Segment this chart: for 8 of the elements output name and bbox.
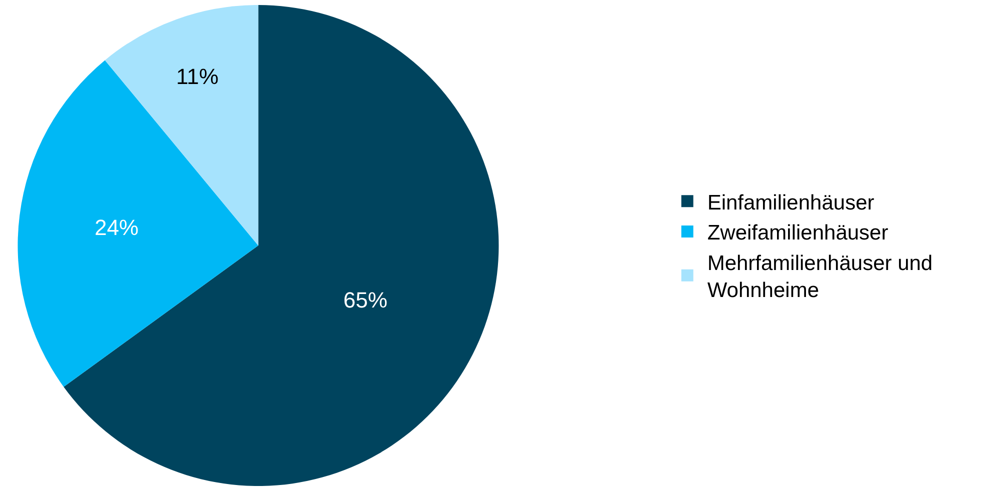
data-label: 65% [343, 288, 388, 313]
pie-slice [18, 60, 258, 387]
pie-slice [64, 5, 499, 486]
data-label: 24% [94, 215, 139, 240]
legend-label: Einfamilienhäuser [707, 191, 874, 214]
data-label: 11% [176, 64, 219, 89]
legend-label: Mehrfamilienhäuser und Wohnheime [707, 252, 933, 302]
legend-label: Zweifamilienhäuser [707, 222, 888, 245]
